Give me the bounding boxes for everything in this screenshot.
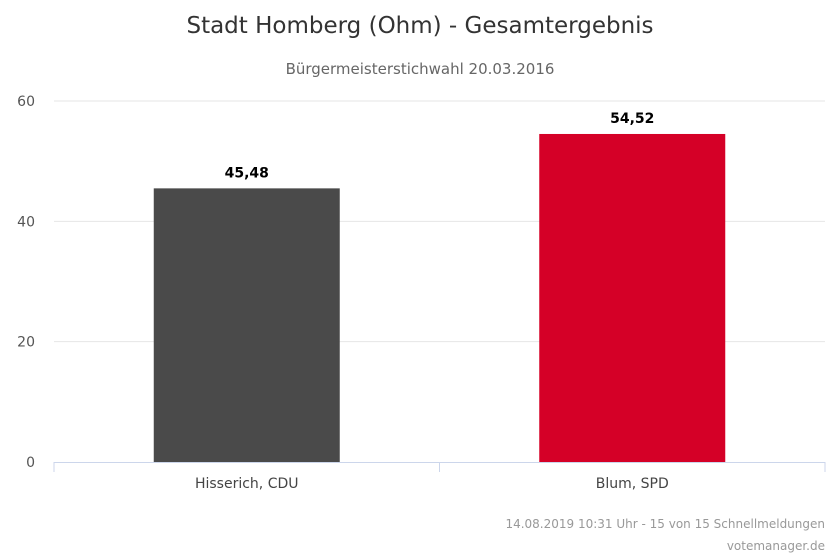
label-layer: 0 20 40 60 45,48 Hisserich, CDU 54,52 Blum, SPD xyxy=(17,94,669,492)
y-tick-label: 20 xyxy=(17,335,35,351)
data-label: 45,48 xyxy=(225,165,269,181)
x-tick-label: Hisserich, CDU xyxy=(195,476,299,492)
credits-timestamp: 14.08.2019 10:31 Uhr - 15 von 15 Schnell… xyxy=(505,517,825,531)
data-label: 54,52 xyxy=(610,111,654,127)
y-tick-label: 40 xyxy=(17,214,35,230)
y-tick-label: 0 xyxy=(26,455,35,471)
y-tick-label: 60 xyxy=(17,94,35,110)
bar[interactable] xyxy=(153,188,340,462)
chart-title: Stadt Homberg (Ohm) - Gesamtergebnis xyxy=(186,13,653,39)
credits-link[interactable]: votemanager.de xyxy=(727,539,825,553)
chart-subtitle: Bürgermeisterstichwahl 20.03.2016 xyxy=(286,60,555,78)
x-tick-label: Blum, SPD xyxy=(596,476,669,492)
bar[interactable] xyxy=(539,133,726,463)
bar-layer xyxy=(153,133,726,463)
